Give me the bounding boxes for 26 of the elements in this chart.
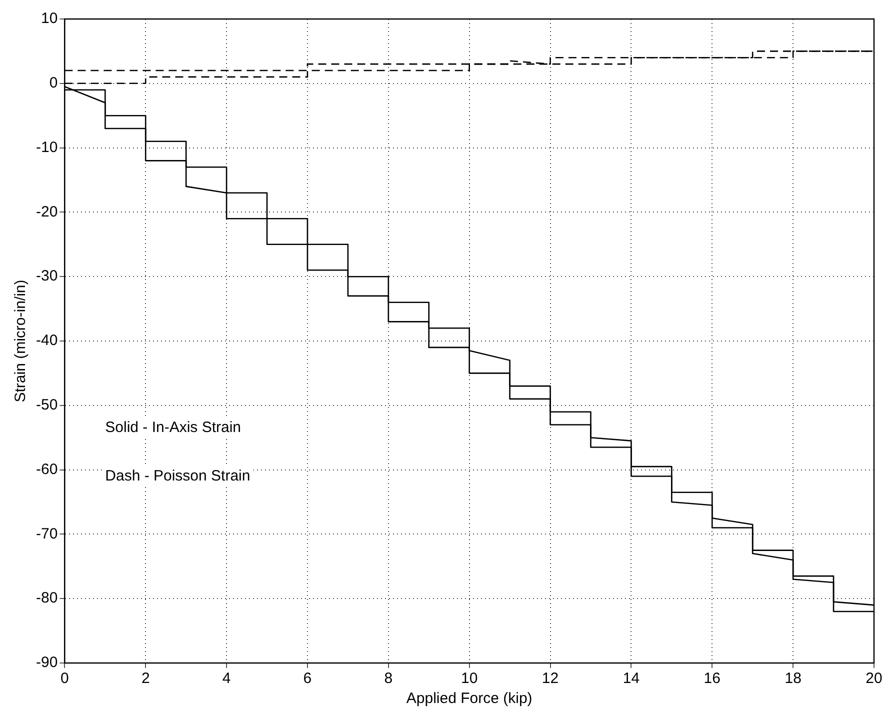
y-tick-label: -50 bbox=[36, 396, 58, 414]
annotation: Solid - In-Axis Strain bbox=[105, 419, 242, 436]
y-axis-title: Strain (micro-in/in) bbox=[12, 280, 30, 402]
y-tick-label: -10 bbox=[36, 138, 58, 156]
y-tick-label: -20 bbox=[36, 203, 58, 220]
y-tick-label: 0 bbox=[49, 74, 58, 92]
x-tick-label: 2 bbox=[141, 670, 150, 688]
y-tick-label: 10 bbox=[40, 10, 58, 28]
y-tick-label: -30 bbox=[36, 268, 58, 285]
y-tick-label: -60 bbox=[36, 460, 58, 478]
y-tick-label: -90 bbox=[36, 654, 58, 672]
x-tick-label: 4 bbox=[222, 670, 231, 688]
x-tick-label: 8 bbox=[384, 670, 393, 688]
annotation: Dash - Poisson Strain bbox=[105, 467, 250, 484]
x-tick-label: 20 bbox=[866, 670, 882, 688]
x-tick-label: 18 bbox=[784, 670, 802, 688]
x-tick-label: 10 bbox=[460, 670, 478, 688]
x-tick-label: 14 bbox=[622, 670, 640, 688]
y-tick-label: -80 bbox=[36, 590, 58, 607]
y-tick-label: -40 bbox=[36, 332, 58, 350]
x-tick-label: 16 bbox=[704, 670, 720, 688]
y-tick-label: -70 bbox=[36, 525, 58, 542]
x-tick-label: 12 bbox=[542, 670, 559, 688]
x-tick-label: 0 bbox=[60, 670, 69, 688]
x-tick-label: 6 bbox=[303, 670, 312, 688]
x-axis-title: Applied Force (kip) bbox=[406, 690, 532, 708]
